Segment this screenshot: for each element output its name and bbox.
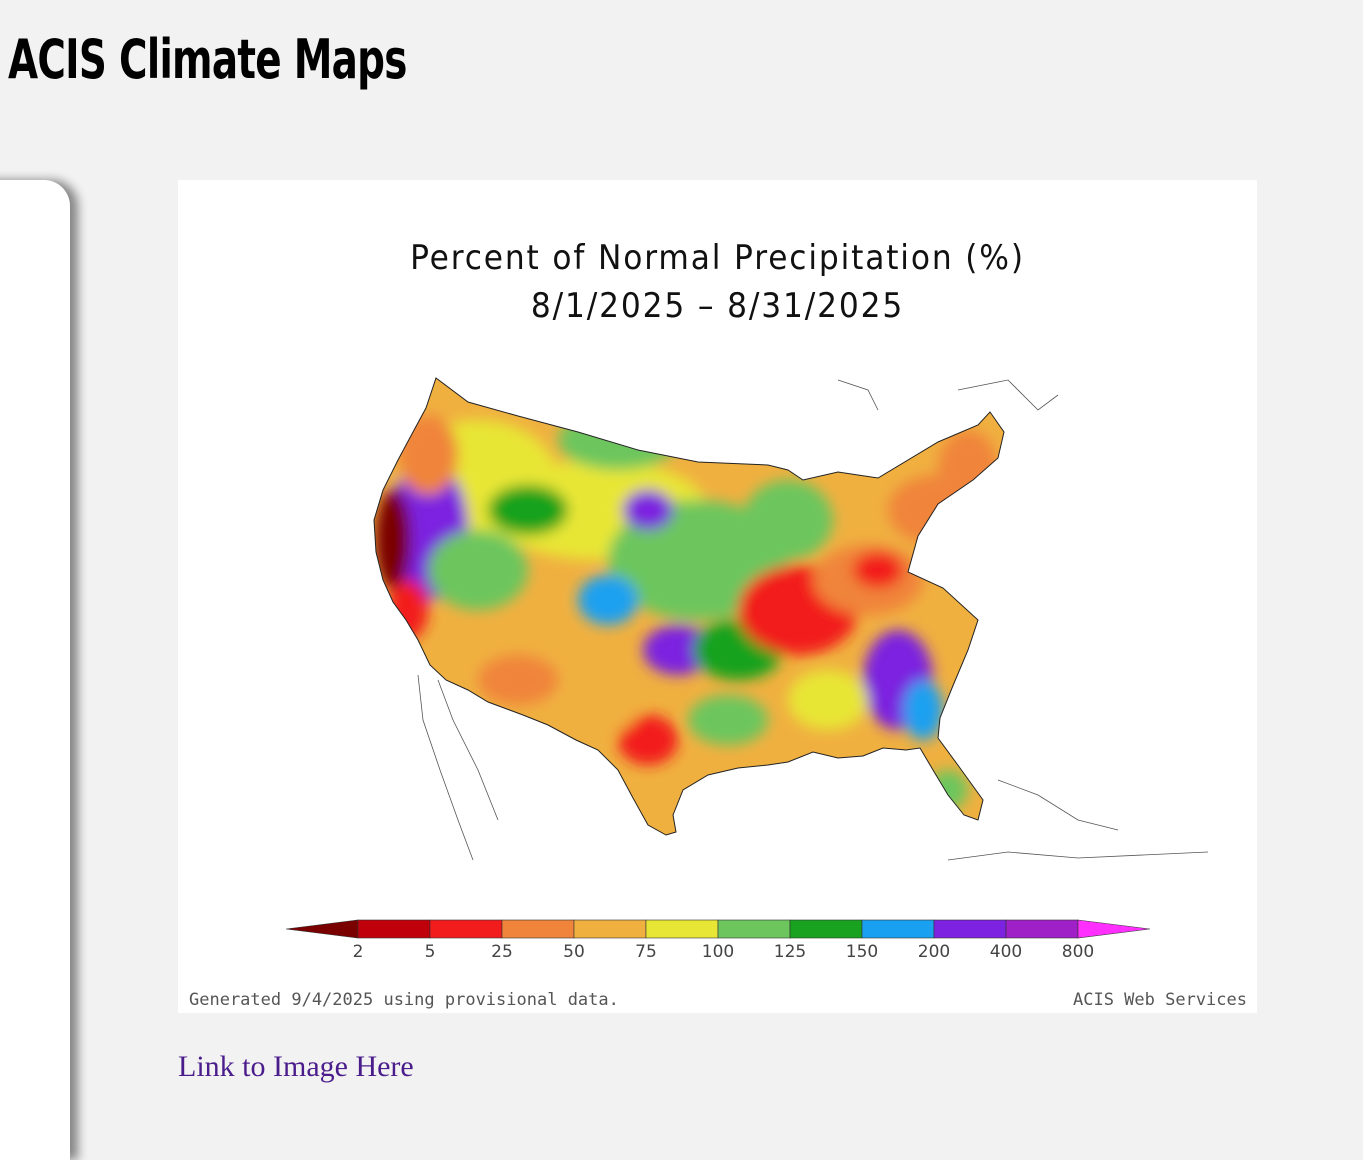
colorbar-tick-label: 50 [563,942,585,962]
colorbar-tick-label: 5 [424,942,436,962]
colorbar-segment [717,919,791,939]
colorbar-segment [573,919,647,939]
colorbar-segment [357,919,431,939]
colorbar-tick-label: 150 [845,942,879,962]
colorbar-segment [861,919,935,939]
map-title-line2: 8/1/2025 – 8/31/2025 [530,286,905,326]
colorbar-segment [1005,919,1079,939]
precipitation-map [285,377,1209,939]
colorbar-tick-label: 25 [491,942,513,962]
side-panel [0,180,70,1160]
generated-note: Generated 9/4/2025 using provisional dat… [189,990,619,1010]
image-link[interactable]: Link to Image Here [178,1050,414,1083]
source-credit: ACIS Web Services [1073,990,1247,1010]
colorbar-tick-label: 100 [701,942,735,962]
colorbar-tick-label: 75 [635,942,657,962]
colorbar-tick-label: 2 [352,942,364,962]
colorbar-segment [933,919,1007,939]
colorbar-tick-label: 125 [773,942,807,962]
colorbar [285,919,1151,939]
map-figure: Percent of Normal Precipitation (%) 8/1/… [178,180,1257,1013]
colorbar-arrow-high [1077,919,1151,939]
colorbar-segment [645,919,719,939]
page-title: ACIS Climate Maps [8,28,407,91]
colorbar-segment [501,919,575,939]
colorbar-tick-label: 800 [1061,942,1095,962]
colorbar-arrow-low [285,919,359,939]
colorbar-tick-label: 200 [917,942,951,962]
coastline-lines [417,379,1209,861]
map-title-line1: Percent of Normal Precipitation (%) [410,238,1025,278]
colorbar-segment [789,919,863,939]
us-outline [373,377,1005,836]
precipitation-fill [374,378,1004,835]
colorbar-tick-label: 400 [989,942,1023,962]
colorbar-segment [429,919,503,939]
